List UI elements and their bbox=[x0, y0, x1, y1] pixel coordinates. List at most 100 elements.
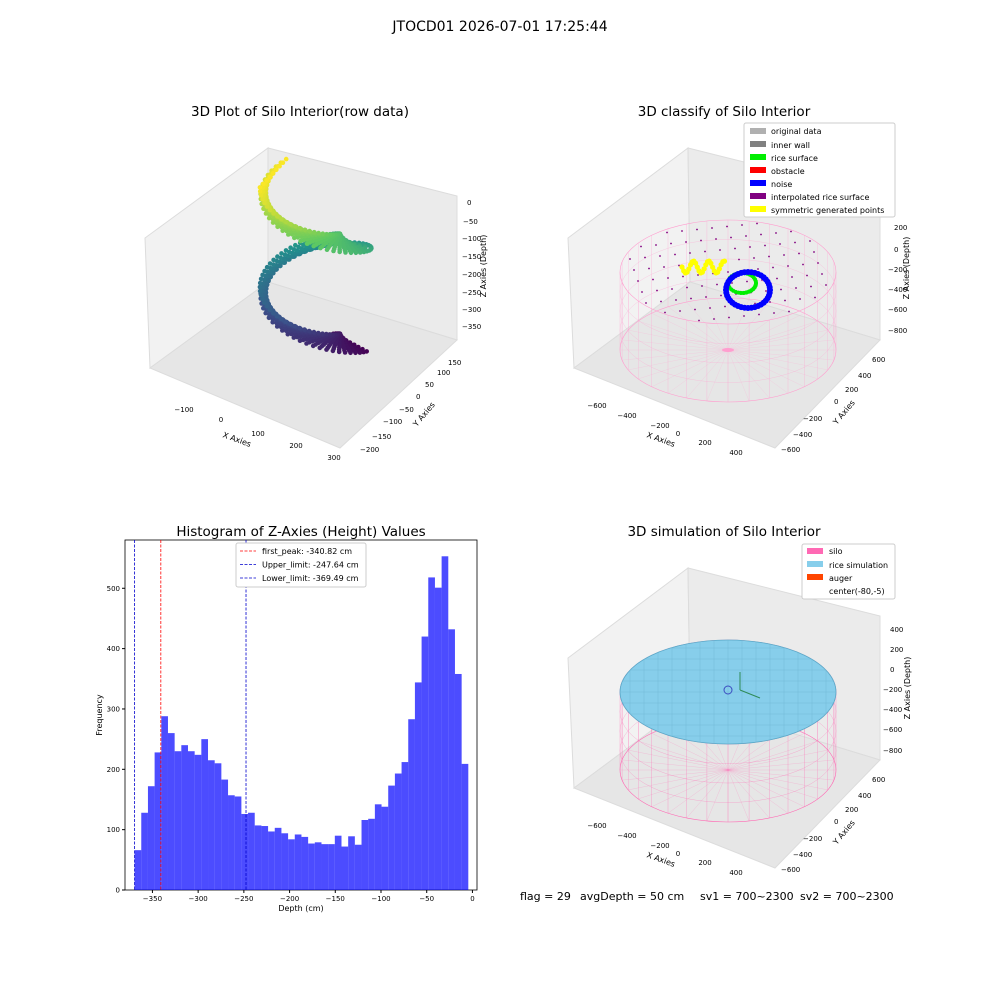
panel4-rice-surface bbox=[619, 639, 837, 745]
x-tick-label: −50 bbox=[419, 895, 434, 903]
silo-spoke bbox=[727, 349, 770, 399]
scatter-point bbox=[279, 251, 284, 256]
silo-spoke bbox=[686, 301, 729, 351]
silo-spoke bbox=[686, 349, 729, 399]
scatter-point bbox=[353, 350, 358, 356]
interpolated-point bbox=[743, 315, 745, 317]
interpolated-point bbox=[821, 273, 823, 275]
silo-spoke bbox=[727, 733, 805, 771]
scatter-point bbox=[260, 181, 266, 187]
silo-spoke bbox=[727, 749, 828, 771]
panel2-legend: original data inner wall rice surface ob… bbox=[743, 122, 896, 218]
histogram-bar bbox=[434, 587, 442, 890]
scatter-point bbox=[283, 156, 289, 162]
scatter-point bbox=[304, 341, 309, 346]
panel2-xtick: 0 bbox=[676, 430, 680, 438]
scatter-point bbox=[348, 250, 354, 256]
silo-spoke bbox=[727, 301, 770, 351]
histogram-bar bbox=[314, 842, 322, 890]
scatter-point bbox=[316, 230, 321, 236]
legend-label: inner wall bbox=[771, 141, 810, 150]
interpolated-point bbox=[780, 288, 782, 291]
silo-spoke bbox=[727, 329, 828, 351]
silo-spoke bbox=[727, 759, 834, 771]
scatter-point bbox=[257, 280, 263, 286]
histogram-bar bbox=[208, 760, 215, 890]
scatter-point bbox=[292, 235, 297, 241]
scatter-point bbox=[304, 241, 310, 246]
symmetric-point bbox=[679, 264, 685, 270]
panel2-ytick: −400 bbox=[793, 431, 812, 439]
interpolated-point bbox=[799, 298, 801, 300]
scatter-point bbox=[257, 288, 263, 294]
histogram-bar bbox=[241, 813, 249, 890]
histogram-bar bbox=[201, 739, 209, 890]
x-tick-label: −200 bbox=[280, 895, 299, 903]
panel4-ztick: −600 bbox=[883, 726, 902, 734]
interpolated-point bbox=[817, 262, 819, 264]
histogram-bar bbox=[334, 835, 342, 890]
scatter-point bbox=[293, 242, 298, 248]
scatter-point bbox=[331, 248, 336, 254]
scatter-point bbox=[267, 174, 273, 180]
interpolated-point bbox=[678, 264, 680, 267]
interpolated-point bbox=[791, 276, 793, 278]
panel1-xtick: 200 bbox=[289, 442, 302, 450]
interpolated-point bbox=[745, 235, 747, 237]
interpolated-point bbox=[776, 277, 778, 280]
scatter-point bbox=[348, 350, 353, 356]
histogram-bar bbox=[454, 673, 462, 890]
interpolated-point bbox=[720, 294, 722, 297]
silo-spoke bbox=[638, 740, 729, 771]
interpolated-point bbox=[798, 252, 800, 255]
silo-spoke bbox=[727, 769, 805, 807]
silo-spoke bbox=[727, 320, 818, 351]
interpolated-point bbox=[648, 267, 650, 270]
scatter-point bbox=[287, 321, 293, 327]
legend-label: Upper_limit: -247.64 cm bbox=[262, 561, 359, 570]
y-tick-label: 300 bbox=[107, 705, 120, 713]
interpolated-point bbox=[660, 300, 662, 303]
histogram-bar bbox=[448, 629, 455, 890]
histogram-bar bbox=[261, 826, 269, 890]
panel1-ztick: −350 bbox=[462, 323, 481, 331]
panel1-ylabel: Y Axies bbox=[411, 400, 437, 429]
scatter-point bbox=[257, 185, 263, 190]
panel2-ztick: −800 bbox=[888, 327, 907, 335]
interpolated-point bbox=[705, 296, 707, 298]
scatter-point bbox=[260, 196, 265, 202]
panel1-ztick: −200 bbox=[462, 271, 481, 279]
scatter-point bbox=[280, 328, 285, 333]
interpolated-point bbox=[753, 257, 755, 259]
silo-spoke bbox=[628, 329, 729, 351]
legend-label: first_peak: -340.82 cm bbox=[262, 547, 352, 556]
interpolated-point bbox=[754, 302, 756, 305]
panel2-zlabel: Z Axies (Depth) bbox=[902, 237, 911, 300]
symmetric-point bbox=[708, 260, 714, 266]
interpolated-point bbox=[652, 278, 654, 281]
silo-spoke bbox=[628, 769, 729, 791]
silo-spoke bbox=[727, 313, 805, 351]
panel2-floor-pane bbox=[572, 281, 881, 449]
scatter-point bbox=[361, 349, 366, 355]
interpolated-point bbox=[679, 310, 681, 312]
silo-spoke bbox=[622, 339, 729, 351]
legend-label: rice simulation bbox=[829, 561, 888, 570]
scatter-point bbox=[297, 325, 302, 331]
scatter-point bbox=[286, 232, 291, 237]
interpolated-point bbox=[667, 277, 669, 279]
scatter-point bbox=[258, 276, 264, 282]
scatter-point bbox=[283, 248, 289, 253]
interpolated-point bbox=[637, 280, 639, 282]
status-line: flag = 29 avgDepth = 50 cm sv1 = 700~230… bbox=[520, 890, 894, 903]
panel-histogram: Histogram of Z-Axies (Height) Values −350… bbox=[95, 524, 478, 913]
panel1-ytick: −50 bbox=[399, 406, 414, 414]
scatter-point bbox=[324, 347, 329, 352]
panel4-legend: silo rice simulation auger center(-80,-5… bbox=[801, 543, 896, 600]
interpolated-point bbox=[749, 246, 751, 248]
panel4-ytick: −200 bbox=[803, 835, 822, 843]
panel2-ztick: 200 bbox=[894, 224, 907, 232]
histogram-bar bbox=[294, 834, 302, 890]
scatter-point bbox=[270, 220, 276, 225]
interpolated-point bbox=[726, 225, 728, 228]
